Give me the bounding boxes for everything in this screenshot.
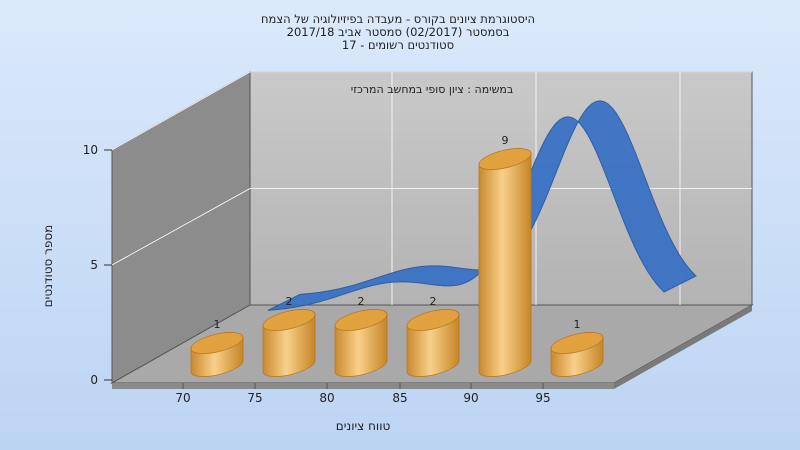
grid-line-side bbox=[111, 188, 251, 266]
bar-top-cap bbox=[550, 332, 604, 354]
annotation: במשימה : ציון סופי במחשב המרכזי bbox=[351, 83, 514, 96]
x-tick-label: 70 bbox=[175, 391, 190, 405]
bar-top-cap bbox=[190, 332, 244, 354]
y-axis-label: מספר סטודנטים bbox=[41, 225, 55, 308]
bar-value-label: 2 bbox=[430, 295, 437, 308]
grid-lines bbox=[111, 71, 752, 305]
chart-title-line-1: היסטוגרמת ציונים בקורס - מעבדה בפיזיולוג… bbox=[261, 12, 535, 26]
x-tick-label: 75 bbox=[247, 391, 262, 405]
bar-90: 9 bbox=[478, 134, 532, 377]
bar-70: 1 bbox=[190, 318, 244, 377]
bar-75: 2 bbox=[262, 295, 316, 377]
chart-title-line-2: בסמסטר (02/2017) סמסטר אביב 2017/18 bbox=[287, 25, 510, 39]
grid-line-side bbox=[111, 71, 251, 151]
bars-layer: 1 2 2 2 9 1 bbox=[190, 134, 604, 377]
chart-title-line-3: סטודנטים רשומים - 17 bbox=[342, 38, 454, 52]
x-tick-label: 80 bbox=[319, 391, 334, 405]
bar-value-label: 9 bbox=[502, 134, 509, 147]
bar-top-cap bbox=[406, 309, 460, 331]
x-tick-label: 95 bbox=[535, 391, 550, 405]
bar-body bbox=[478, 152, 532, 377]
bar-80: 2 bbox=[334, 295, 388, 377]
floor-right-edge bbox=[614, 305, 752, 389]
bar-top-cap bbox=[478, 148, 532, 170]
bar-85: 2 bbox=[406, 295, 460, 377]
x-tick-label: 85 bbox=[392, 391, 407, 405]
bar-value-label: 1 bbox=[214, 318, 221, 331]
bar-top-cap bbox=[334, 309, 388, 331]
y-tick-label: 5 bbox=[90, 258, 98, 272]
bar-value-label: 2 bbox=[358, 295, 365, 308]
normal-curve bbox=[267, 100, 697, 311]
x-tick-label: 90 bbox=[463, 391, 478, 405]
curve-ribbon bbox=[267, 100, 697, 311]
bar-value-label: 1 bbox=[574, 318, 581, 331]
x-axis-label: טווח ציונים bbox=[336, 419, 391, 433]
bar-value-label: 2 bbox=[286, 295, 293, 308]
floor-front-edge bbox=[112, 383, 614, 389]
axes-layer: 0 5 10 70 75 80 85 90 95 bbox=[83, 143, 551, 405]
bar-95: 1 bbox=[550, 318, 604, 377]
bar-top-cap bbox=[262, 309, 316, 331]
y-tick-label: 10 bbox=[83, 143, 98, 157]
y-tick-label: 0 bbox=[90, 373, 98, 387]
